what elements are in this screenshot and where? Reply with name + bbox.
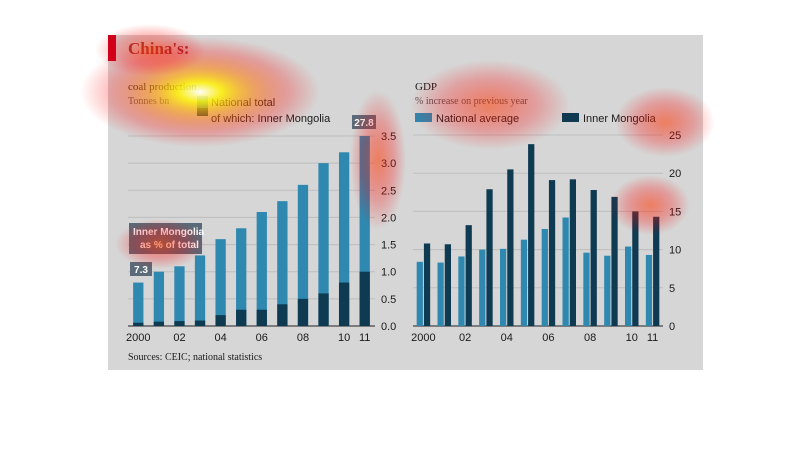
bar-inner-mongolia (236, 309, 247, 326)
bar-inner-mongolia (528, 144, 535, 326)
legend-swatch-national-average (415, 113, 432, 122)
bar-inner-mongolia (653, 216, 660, 326)
y-tick-label: 0.0 (381, 321, 396, 333)
callout-text: Inner Mongolia (133, 227, 205, 238)
bar-inner-mongolia (611, 196, 618, 326)
x-tick-label: 04 (501, 332, 513, 344)
bar-inner-mongolia (444, 244, 451, 326)
y-tick-label: 3.0 (381, 158, 396, 170)
bar-national-total (236, 228, 247, 326)
x-tick-label: 06 (542, 332, 554, 344)
legend-swatch-national-total (197, 96, 208, 108)
bar-inner-mongolia (277, 304, 288, 326)
y-tick-label: 3.5 (381, 131, 396, 143)
bar-national-average (479, 249, 486, 326)
chart-title: GDP (415, 81, 437, 93)
chart-subtitle: Tonnes bn (128, 96, 169, 107)
bar-inner-mongolia (465, 225, 472, 326)
bar-national-average (520, 239, 528, 326)
y-tick-label: 2.0 (381, 212, 396, 224)
bar-national-total (215, 239, 226, 326)
bar-national-average (583, 252, 590, 326)
bar-inner-mongolia (174, 321, 185, 326)
x-tick-label: 10 (338, 332, 350, 344)
bar-national-average (604, 255, 611, 326)
bar-national-total (277, 201, 288, 326)
x-tick-label: 08 (297, 332, 309, 344)
bar-national-average (541, 228, 548, 326)
bar-inner-mongolia (569, 179, 576, 326)
x-tick-label: 08 (584, 332, 596, 344)
legend-label: National total (211, 97, 275, 109)
bar-inner-mongolia (486, 189, 493, 326)
bar-national-total (318, 163, 329, 326)
bar-inner-mongolia (133, 322, 144, 326)
y-tick-label: 1.0 (381, 267, 396, 279)
bar-national-total (133, 282, 144, 326)
y-tick-label: 15 (669, 206, 681, 218)
bar-national-total (153, 271, 165, 326)
bar-inner-mongolia (590, 190, 597, 326)
y-tick-label: 10 (669, 245, 681, 257)
bar-inner-mongolia (548, 180, 556, 326)
x-tick-label: 04 (215, 332, 227, 344)
bar-inner-mongolia (194, 320, 206, 326)
bar-national-average (458, 256, 465, 326)
bar-inner-mongolia (423, 243, 431, 326)
bar-national-average (416, 261, 423, 326)
y-tick-label: 5 (669, 283, 675, 295)
x-tick-label: 06 (256, 332, 268, 344)
bar-national-total (194, 255, 206, 326)
bar-inner-mongolia (318, 293, 329, 326)
bar-inner-mongolia (297, 298, 309, 326)
callout-text: as % of total (140, 240, 199, 251)
x-tick-label: 2000 (126, 332, 150, 344)
bar-national-average (437, 262, 444, 326)
bar-inner-mongolia (215, 315, 226, 326)
bar-national-average (562, 217, 569, 326)
y-tick-label: 2.5 (381, 185, 396, 197)
legend-label: of which: Inner Mongolia (211, 113, 331, 125)
bar-national-total (174, 266, 185, 326)
chart-title: coal production (128, 81, 197, 93)
x-tick-label: 10 (626, 332, 638, 344)
bar-inner-mongolia (338, 282, 350, 326)
chart-subtitle: % increase on previous year (415, 96, 528, 107)
x-tick-label: 11 (647, 332, 658, 344)
y-tick-label: 0 (669, 321, 675, 333)
start-value-label: 7.3 (134, 265, 148, 276)
bar-national-total (297, 184, 309, 326)
bar-national-average (500, 248, 507, 326)
legend-swatch-inner-mongolia (197, 108, 208, 116)
bar-inner-mongolia (256, 309, 267, 326)
x-tick-label: 02 (173, 332, 185, 344)
x-tick-label: 2000 (411, 332, 435, 344)
legend-label: Inner Mongolia (583, 113, 657, 125)
bar-national-average (625, 246, 632, 326)
x-tick-label: 11 (359, 332, 370, 344)
x-tick-label: 02 (459, 332, 471, 344)
bar-national-total (256, 212, 267, 326)
bar-national-total (359, 136, 370, 326)
y-tick-label: 1.5 (381, 240, 396, 252)
legend-swatch-inner-mongolia (562, 113, 579, 122)
end-value-label: 27.8 (354, 118, 374, 129)
bar-inner-mongolia (507, 169, 514, 326)
y-tick-label: 25 (669, 130, 681, 142)
y-tick-label: 0.5 (381, 294, 396, 306)
y-tick-label: 20 (669, 168, 681, 180)
bar-national-average (645, 254, 653, 326)
bar-inner-mongolia (153, 321, 165, 326)
bar-inner-mongolia (359, 271, 370, 326)
bar-inner-mongolia (632, 211, 639, 326)
source-note: Sources: CEIC; national statistics (128, 352, 262, 363)
legend-label: National average (436, 113, 519, 125)
bar-national-total (338, 152, 350, 326)
